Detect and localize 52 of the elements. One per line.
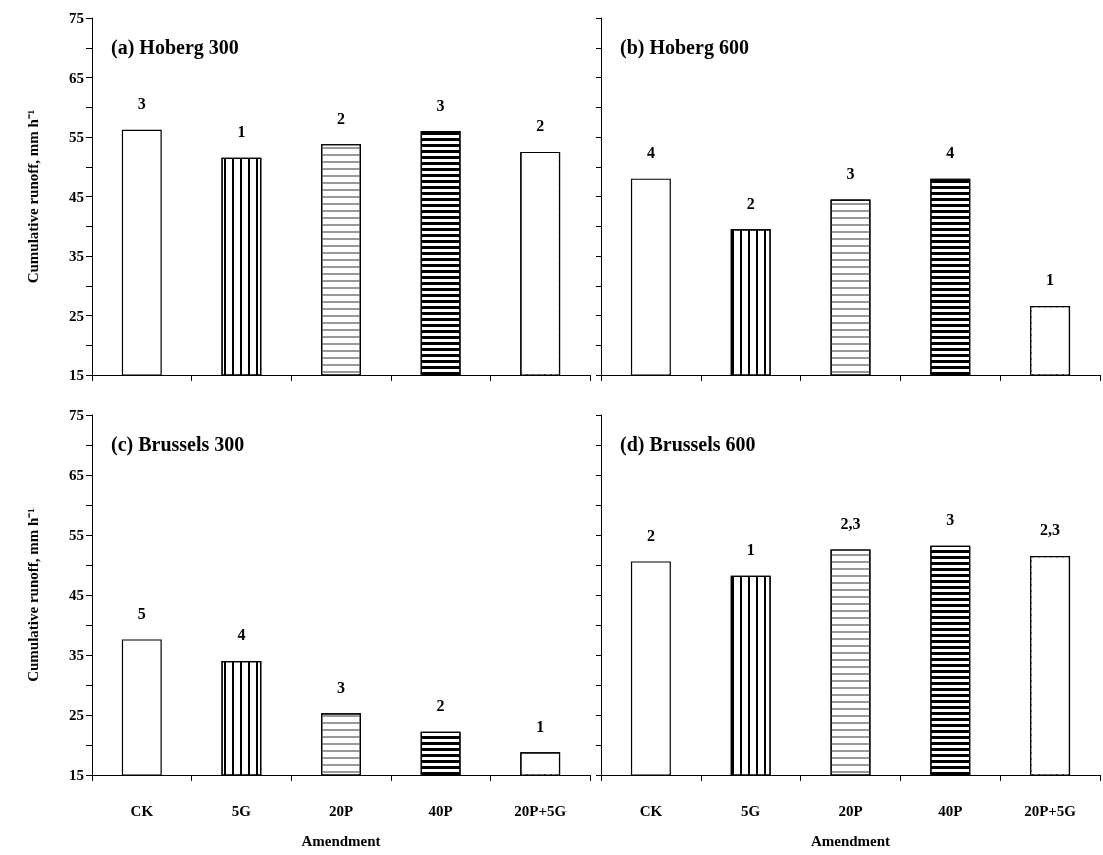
- y-tick-label: 25: [69, 707, 84, 723]
- annotation: 4: [946, 144, 955, 162]
- y-tick-label: 25: [69, 307, 84, 324]
- annotation: 1: [536, 717, 545, 735]
- x-tick-label: 20P+5G: [1024, 802, 1077, 819]
- x-tick-label: 5G: [231, 802, 252, 819]
- x-tick-label: 40P: [428, 802, 453, 819]
- annotation: 2,3: [840, 514, 861, 532]
- text: (c) Brussels 300: [111, 433, 245, 456]
- y-tick-label: 35: [69, 647, 84, 663]
- annotation: 2: [436, 697, 445, 715]
- annotation: 3: [846, 164, 855, 182]
- annotation: 3: [436, 96, 445, 114]
- y-tick-label: 65: [69, 467, 84, 483]
- annotation: 4: [646, 144, 655, 162]
- x-tick-label: 5G: [741, 802, 761, 819]
- text: (a) Hoberg 300: [111, 36, 239, 59]
- annotation: 2: [536, 117, 545, 135]
- annotation: 3: [337, 678, 345, 696]
- x-tick-label: CK: [130, 802, 154, 819]
- y-tick-label: 55: [69, 527, 84, 543]
- annotation: 1: [1046, 271, 1055, 289]
- x-tick-label: 20P: [328, 802, 354, 819]
- annotation: 3: [137, 95, 146, 113]
- y-tick-label: 15: [69, 767, 84, 783]
- x-axis-title: Amendment: [301, 832, 381, 849]
- annotation: 1: [746, 541, 755, 559]
- annotation: 3: [946, 511, 955, 529]
- text: (d) Brussels 600: [620, 433, 756, 456]
- y-tick-label: 45: [69, 188, 84, 205]
- y-tick-label: 35: [69, 248, 84, 264]
- annotation: 2: [746, 194, 755, 212]
- annotation: 2: [646, 526, 655, 544]
- y-tick-label: 45: [69, 587, 84, 603]
- y-axis-title: Cumulative runoff, mm h⁻¹: [24, 508, 41, 682]
- annotation: 1: [237, 123, 246, 141]
- annotation: 2: [337, 109, 345, 127]
- annotation: 4: [237, 626, 246, 644]
- annotation: 5: [137, 604, 146, 622]
- x-tick-label: 20P: [838, 802, 863, 819]
- annotation: 2,3: [1040, 521, 1061, 539]
- y-tick-label: 15: [69, 367, 84, 383]
- x-tick-label: 40P: [938, 802, 963, 819]
- y-axis-title: Cumulative runoff, mm h⁻¹: [24, 109, 41, 284]
- text: (b) Hoberg 600: [620, 36, 749, 59]
- y-tick-label: 55: [69, 129, 84, 145]
- y-tick-label: 65: [69, 69, 84, 86]
- x-axis-title: Amendment: [810, 832, 891, 849]
- x-tick-label: 20P+5G: [514, 802, 567, 819]
- y-tick-label: 75: [69, 407, 84, 423]
- y-tick-label: 75: [69, 10, 84, 26]
- x-tick-label: CK: [639, 802, 663, 819]
